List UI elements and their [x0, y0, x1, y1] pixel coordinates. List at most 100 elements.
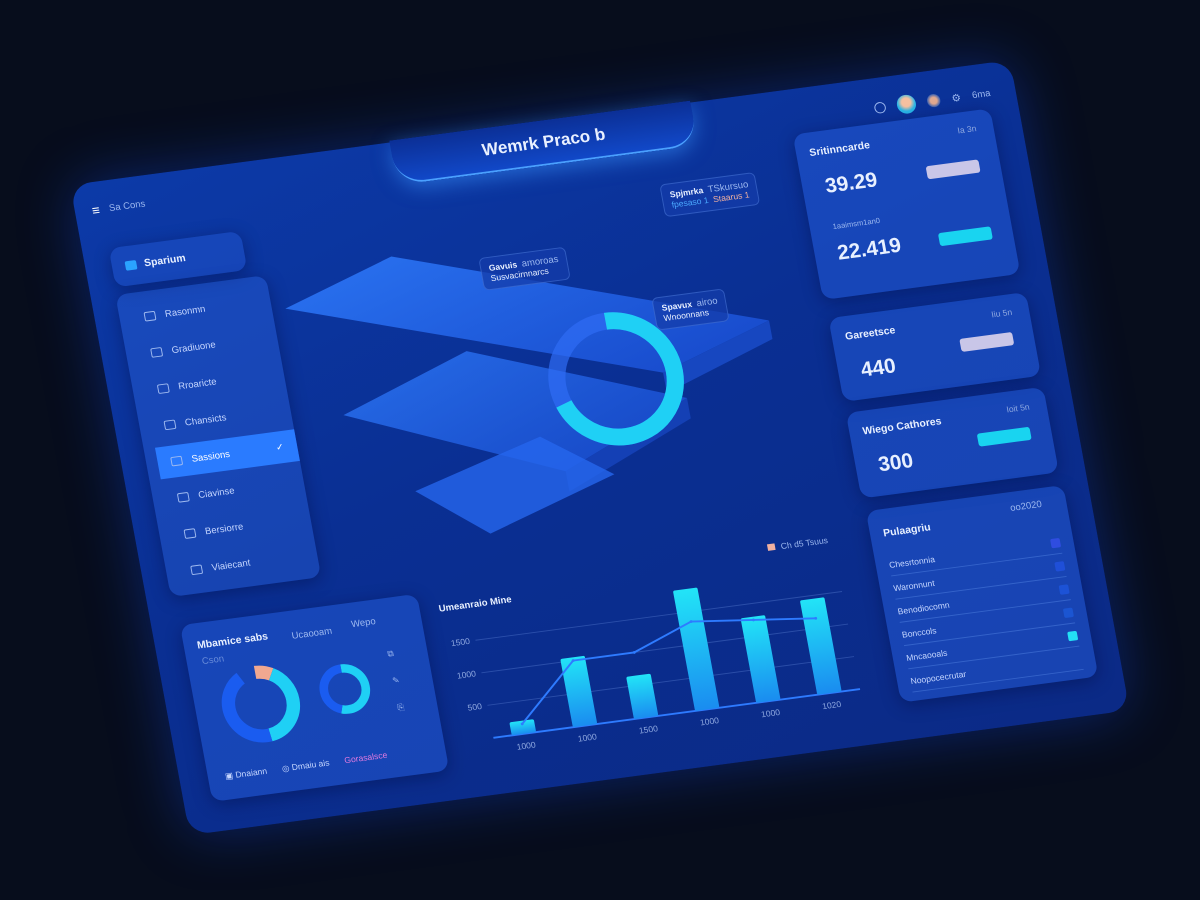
calendar-icon: [156, 383, 170, 395]
kpi-value-secondary: 22.419: [835, 232, 903, 265]
kpi-value: 300: [876, 448, 916, 477]
bar-chart: 500 1000 1500 1000 1000 1500 1000 1000 1020: [450, 587, 861, 752]
bar[interactable]: [800, 597, 842, 695]
line-point: [520, 722, 524, 726]
globe-icon: [163, 419, 177, 431]
legend-label: Gorasalsce: [343, 750, 389, 766]
avatar[interactable]: [895, 93, 918, 115]
x-axis: [493, 688, 861, 739]
sidebar-item-label: Bersiorre: [204, 521, 245, 537]
kpi-indicator: [976, 426, 1032, 447]
chart-icon: [190, 564, 204, 576]
slab-shape: [415, 436, 615, 534]
grid-line: [487, 656, 855, 706]
slab-shape: [285, 256, 770, 373]
x-tick-label: 1500: [638, 723, 659, 735]
kpi-card[interactable]: Sritinncarde Ia 3n 39.29 1aaimsm1an0 22.…: [792, 108, 1021, 300]
line-point: [751, 618, 755, 622]
sidebar-item-label: Viaiecant: [210, 557, 252, 573]
sidebar-item-label: Chansicts: [184, 412, 228, 428]
sidebar-item-label: Rasonmn: [164, 303, 207, 320]
user-label: 6ma: [971, 87, 992, 101]
y-tick-label: 1500: [450, 636, 471, 648]
gauge-fill: [548, 312, 684, 446]
kpi-value: 39.29: [823, 167, 880, 198]
list-item-label: Bonccols: [901, 625, 938, 640]
kpi-indicator: [959, 331, 1015, 352]
line-point: [689, 620, 693, 623]
bar[interactable]: [509, 719, 536, 736]
list-item-label: Benodiocomn: [896, 599, 951, 616]
line-point: [814, 616, 818, 620]
dashboard-icon: [124, 260, 138, 271]
sidebar-item-label: Gradiuone: [170, 339, 217, 356]
sidebar-item-label: Ciavinse: [197, 485, 236, 501]
x-tick-label: 1000: [516, 739, 537, 751]
status-swatch: [1062, 607, 1074, 618]
kpi-indicator: [937, 226, 993, 247]
kpi-meta: Ia 3n: [956, 123, 978, 136]
list-card-title: Pulaagriu: [882, 521, 932, 540]
donut-card-title: Mbamice sabs: [196, 630, 269, 652]
legend-label: Dnaiann: [234, 766, 268, 780]
status-swatch: [1058, 583, 1070, 595]
avatar-secondary[interactable]: [925, 93, 942, 108]
y-tick-label: 500: [467, 701, 483, 713]
grid-icon: [170, 455, 184, 467]
x-tick-label: 1000: [577, 731, 598, 743]
x-tick-label: 1000: [760, 707, 781, 719]
center-gauge: [548, 312, 684, 446]
bar[interactable]: [626, 673, 659, 720]
kpi-meta: Iiu 5n: [990, 307, 1013, 320]
kpi-title: Wiego Cathores: [861, 415, 943, 438]
donut-charts: [221, 664, 371, 743]
line-point: [632, 651, 636, 654]
x-tick-label: 1020: [821, 699, 842, 711]
bar[interactable]: [673, 587, 720, 711]
legend-item: Gorasalsce: [344, 750, 389, 766]
kpi-meta: Ioit 5n: [1005, 402, 1031, 415]
sidebar-header-label: Sparium: [143, 252, 187, 270]
grid-line: [475, 591, 843, 641]
column-label: Wepo: [350, 616, 377, 631]
legend-item: ▣ Dnaiann: [224, 766, 268, 781]
kpi-title: Gareetsce: [844, 324, 897, 343]
clock-icon[interactable]: [873, 101, 887, 115]
list-item-label: Mncaooals: [905, 647, 949, 663]
kpi-indicator: [925, 159, 981, 180]
bar[interactable]: [740, 615, 781, 703]
column-label: Ucaooam: [290, 626, 333, 642]
x-tick-label: 1000: [699, 715, 720, 727]
list-item-label: Noopocecrutar: [909, 668, 967, 686]
line-point: [571, 659, 575, 662]
list-card-meta: oo2020: [1009, 499, 1043, 514]
chevron-down-icon: ✓: [275, 441, 285, 454]
list-card: Pulaagriu oo2020 Chesrtonnia Waronnunt Ben…: [865, 485, 1099, 703]
kpi-value: 440: [858, 353, 898, 382]
bar[interactable]: [560, 655, 597, 728]
donut-segment: [221, 665, 301, 743]
status-swatch: [1049, 537, 1062, 548]
sidebar-item-label: Rroaricte: [177, 376, 218, 392]
status-swatch: [1067, 630, 1079, 641]
slab-shape: [663, 320, 773, 394]
kpi-title: Sritinncarde: [808, 139, 871, 159]
hamburger-menu-icon[interactable]: ≡: [90, 202, 102, 219]
menu-label: Sa Cons: [108, 198, 147, 214]
donut-card: Mbamice sabs Ucaooam Wepo Cson ⧉ ✎ ⎘ ▣ D…: [179, 593, 450, 802]
donut-segment: [319, 664, 371, 714]
y-tick-label: 1000: [456, 668, 477, 680]
donut-segment: [221, 665, 301, 743]
list-item-label: Chesrtonnia: [888, 554, 936, 570]
image-icon: [176, 491, 190, 503]
settings-icon[interactable]: ⚙: [950, 91, 962, 105]
kpi-subtitle: 1aaimsm1an0: [831, 216, 881, 231]
dashboard-window: Wemrk Praco b ≡ Sa Cons ⚙ 6ma Sparium Ra…: [70, 60, 1130, 836]
user-icon: [150, 347, 164, 358]
shield-icon: [183, 528, 197, 539]
status-swatch: [1054, 560, 1066, 572]
bar-chart-panel: Umeanraio Mine Ch d5 Tsuus 500 1000 1500 10…: [427, 529, 879, 766]
legend-item: ◎ Dmaiu ais: [281, 757, 331, 774]
list-icon: [143, 310, 157, 322]
list-item-label: Waronnunt: [892, 577, 936, 593]
